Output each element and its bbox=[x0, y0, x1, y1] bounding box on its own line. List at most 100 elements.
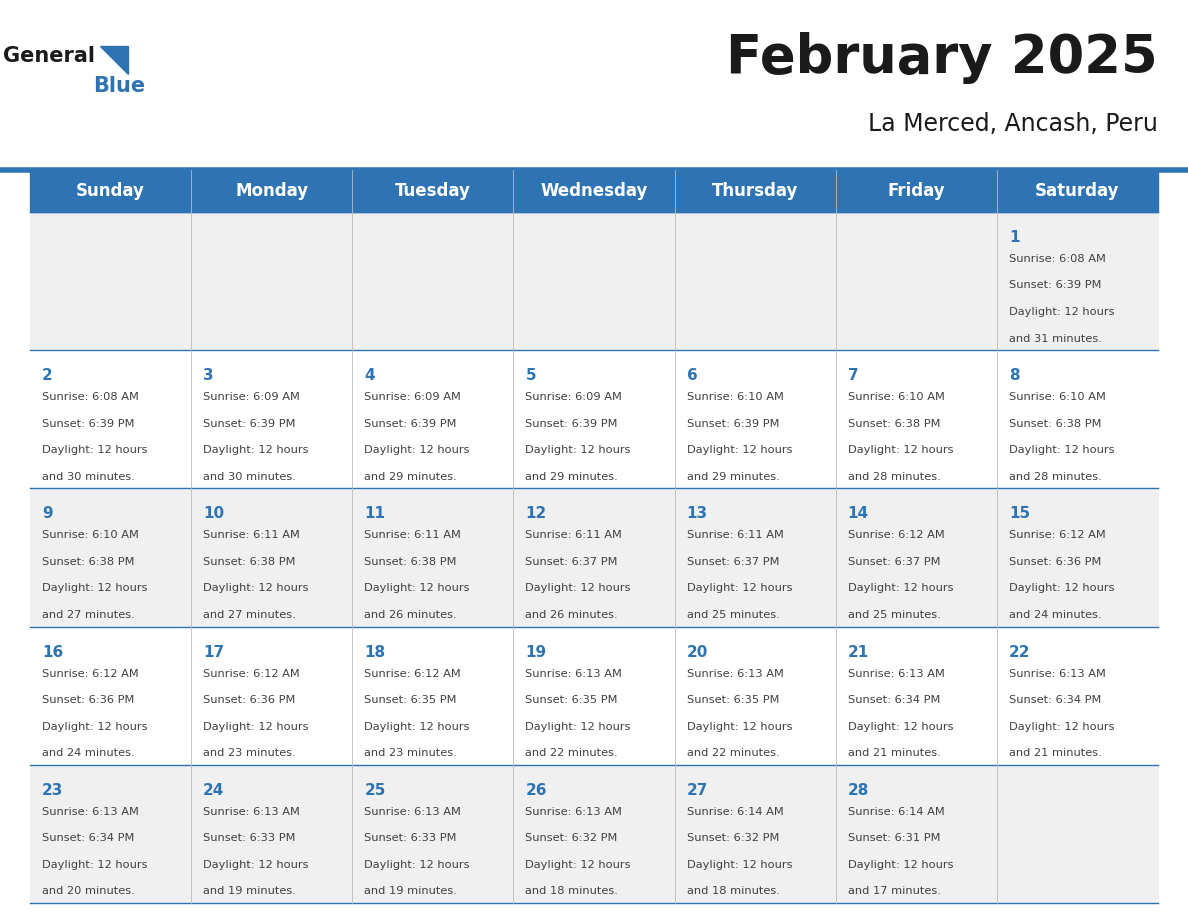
Bar bbox=[30, 212, 1158, 350]
Text: Sunrise: 6:09 AM: Sunrise: 6:09 AM bbox=[203, 392, 301, 402]
Text: Friday: Friday bbox=[887, 182, 946, 200]
Text: Sunrise: 6:10 AM: Sunrise: 6:10 AM bbox=[42, 531, 139, 541]
Text: Sunset: 6:39 PM: Sunset: 6:39 PM bbox=[1009, 281, 1101, 290]
Text: Sunset: 6:37 PM: Sunset: 6:37 PM bbox=[525, 557, 618, 567]
Text: Daylight: 12 hours: Daylight: 12 hours bbox=[365, 722, 469, 732]
Text: Daylight: 12 hours: Daylight: 12 hours bbox=[365, 584, 469, 593]
Text: and 30 minutes.: and 30 minutes. bbox=[203, 472, 296, 482]
Text: Sunrise: 6:14 AM: Sunrise: 6:14 AM bbox=[687, 807, 783, 817]
Text: Sunrise: 6:13 AM: Sunrise: 6:13 AM bbox=[1009, 668, 1106, 678]
Text: Daylight: 12 hours: Daylight: 12 hours bbox=[1009, 307, 1114, 317]
Text: 21: 21 bbox=[848, 644, 868, 660]
Text: and 17 minutes.: and 17 minutes. bbox=[848, 886, 941, 896]
Text: Sunset: 6:38 PM: Sunset: 6:38 PM bbox=[42, 557, 134, 567]
Text: Sunrise: 6:13 AM: Sunrise: 6:13 AM bbox=[687, 668, 783, 678]
Text: Saturday: Saturday bbox=[1035, 182, 1119, 200]
Text: Sunset: 6:39 PM: Sunset: 6:39 PM bbox=[203, 419, 296, 429]
Text: 17: 17 bbox=[203, 644, 225, 660]
Text: 28: 28 bbox=[848, 783, 870, 798]
Text: Sunset: 6:39 PM: Sunset: 6:39 PM bbox=[42, 419, 134, 429]
Text: Sunrise: 6:13 AM: Sunrise: 6:13 AM bbox=[525, 807, 623, 817]
Text: Daylight: 12 hours: Daylight: 12 hours bbox=[687, 860, 792, 869]
Text: Daylight: 12 hours: Daylight: 12 hours bbox=[848, 722, 953, 732]
Text: General: General bbox=[4, 47, 95, 66]
Text: and 19 minutes.: and 19 minutes. bbox=[203, 886, 296, 896]
Text: Daylight: 12 hours: Daylight: 12 hours bbox=[42, 445, 147, 455]
Text: 15: 15 bbox=[1009, 507, 1030, 521]
Text: and 27 minutes.: and 27 minutes. bbox=[203, 610, 296, 620]
Text: 5: 5 bbox=[525, 368, 536, 383]
Text: Daylight: 12 hours: Daylight: 12 hours bbox=[525, 445, 631, 455]
Text: Sunday: Sunday bbox=[76, 182, 145, 200]
Text: Sunset: 6:35 PM: Sunset: 6:35 PM bbox=[365, 695, 456, 705]
Text: Sunrise: 6:14 AM: Sunrise: 6:14 AM bbox=[848, 807, 944, 817]
Text: and 30 minutes.: and 30 minutes. bbox=[42, 472, 135, 482]
Text: Monday: Monday bbox=[235, 182, 308, 200]
Text: Sunrise: 6:12 AM: Sunrise: 6:12 AM bbox=[1009, 531, 1106, 541]
Text: 9: 9 bbox=[42, 507, 52, 521]
Text: and 21 minutes.: and 21 minutes. bbox=[1009, 748, 1101, 758]
Text: Daylight: 12 hours: Daylight: 12 hours bbox=[203, 584, 309, 593]
Text: Daylight: 12 hours: Daylight: 12 hours bbox=[525, 722, 631, 732]
Text: Sunrise: 6:13 AM: Sunrise: 6:13 AM bbox=[848, 668, 944, 678]
Text: and 29 minutes.: and 29 minutes. bbox=[365, 472, 457, 482]
Text: Daylight: 12 hours: Daylight: 12 hours bbox=[42, 860, 147, 869]
Text: and 29 minutes.: and 29 minutes. bbox=[687, 472, 779, 482]
Text: and 21 minutes.: and 21 minutes. bbox=[848, 748, 941, 758]
Text: Daylight: 12 hours: Daylight: 12 hours bbox=[203, 860, 309, 869]
Text: Sunset: 6:38 PM: Sunset: 6:38 PM bbox=[848, 419, 940, 429]
Text: Sunrise: 6:10 AM: Sunrise: 6:10 AM bbox=[687, 392, 783, 402]
Text: Sunset: 6:36 PM: Sunset: 6:36 PM bbox=[203, 695, 296, 705]
Text: 24: 24 bbox=[203, 783, 225, 798]
Text: 16: 16 bbox=[42, 644, 63, 660]
Text: Daylight: 12 hours: Daylight: 12 hours bbox=[1009, 445, 1114, 455]
Text: Sunset: 6:35 PM: Sunset: 6:35 PM bbox=[525, 695, 618, 705]
Text: and 18 minutes.: and 18 minutes. bbox=[525, 886, 618, 896]
Text: 19: 19 bbox=[525, 644, 546, 660]
Text: and 28 minutes.: and 28 minutes. bbox=[1009, 472, 1101, 482]
Text: Sunrise: 6:09 AM: Sunrise: 6:09 AM bbox=[525, 392, 623, 402]
Text: Wednesday: Wednesday bbox=[541, 182, 647, 200]
Text: Daylight: 12 hours: Daylight: 12 hours bbox=[365, 445, 469, 455]
Text: Daylight: 12 hours: Daylight: 12 hours bbox=[525, 584, 631, 593]
Text: 26: 26 bbox=[525, 783, 546, 798]
Text: Tuesday: Tuesday bbox=[394, 182, 470, 200]
Text: Blue: Blue bbox=[93, 76, 145, 96]
Text: and 23 minutes.: and 23 minutes. bbox=[203, 748, 296, 758]
Text: Sunset: 6:38 PM: Sunset: 6:38 PM bbox=[203, 557, 296, 567]
Text: Sunrise: 6:10 AM: Sunrise: 6:10 AM bbox=[848, 392, 944, 402]
Text: and 20 minutes.: and 20 minutes. bbox=[42, 886, 134, 896]
Bar bbox=[30, 350, 1158, 488]
Text: Sunset: 6:39 PM: Sunset: 6:39 PM bbox=[687, 419, 779, 429]
Text: Sunrise: 6:12 AM: Sunrise: 6:12 AM bbox=[365, 668, 461, 678]
Text: 14: 14 bbox=[848, 507, 868, 521]
Text: Sunrise: 6:12 AM: Sunrise: 6:12 AM bbox=[848, 531, 944, 541]
Text: and 25 minutes.: and 25 minutes. bbox=[687, 610, 779, 620]
Text: 13: 13 bbox=[687, 507, 708, 521]
Text: February 2025: February 2025 bbox=[726, 32, 1158, 84]
Text: 20: 20 bbox=[687, 644, 708, 660]
Text: 27: 27 bbox=[687, 783, 708, 798]
Text: and 26 minutes.: and 26 minutes. bbox=[365, 610, 457, 620]
Text: and 18 minutes.: and 18 minutes. bbox=[687, 886, 779, 896]
Text: and 23 minutes.: and 23 minutes. bbox=[365, 748, 457, 758]
Text: 4: 4 bbox=[365, 368, 375, 383]
Text: Sunrise: 6:12 AM: Sunrise: 6:12 AM bbox=[203, 668, 299, 678]
Text: Sunset: 6:39 PM: Sunset: 6:39 PM bbox=[365, 419, 456, 429]
Text: 8: 8 bbox=[1009, 368, 1019, 383]
Text: Sunset: 6:37 PM: Sunset: 6:37 PM bbox=[848, 557, 940, 567]
Text: Sunset: 6:32 PM: Sunset: 6:32 PM bbox=[687, 834, 779, 844]
Bar bbox=[30, 488, 1158, 627]
Text: Sunrise: 6:13 AM: Sunrise: 6:13 AM bbox=[365, 807, 461, 817]
Text: Sunset: 6:38 PM: Sunset: 6:38 PM bbox=[365, 557, 456, 567]
Bar bbox=[30, 170, 1158, 212]
Text: Sunset: 6:34 PM: Sunset: 6:34 PM bbox=[848, 695, 940, 705]
Text: 11: 11 bbox=[365, 507, 385, 521]
Text: Sunrise: 6:10 AM: Sunrise: 6:10 AM bbox=[1009, 392, 1106, 402]
Text: Daylight: 12 hours: Daylight: 12 hours bbox=[203, 445, 309, 455]
Text: Sunrise: 6:13 AM: Sunrise: 6:13 AM bbox=[525, 668, 623, 678]
Text: Sunset: 6:33 PM: Sunset: 6:33 PM bbox=[365, 834, 456, 844]
Text: Sunset: 6:36 PM: Sunset: 6:36 PM bbox=[1009, 557, 1101, 567]
Text: Sunset: 6:32 PM: Sunset: 6:32 PM bbox=[525, 834, 618, 844]
Text: and 31 minutes.: and 31 minutes. bbox=[1009, 333, 1101, 343]
